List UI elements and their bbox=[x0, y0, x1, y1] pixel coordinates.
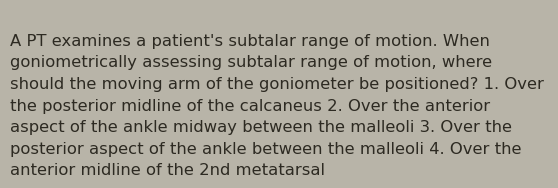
Text: A PT examines a patient's subtalar range of motion. When
goniometrically assessi: A PT examines a patient's subtalar range… bbox=[10, 34, 544, 178]
